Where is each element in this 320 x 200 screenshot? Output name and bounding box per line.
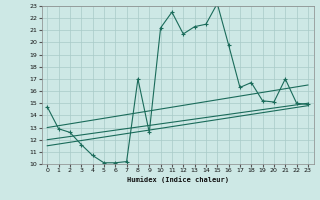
- X-axis label: Humidex (Indice chaleur): Humidex (Indice chaleur): [127, 176, 228, 183]
